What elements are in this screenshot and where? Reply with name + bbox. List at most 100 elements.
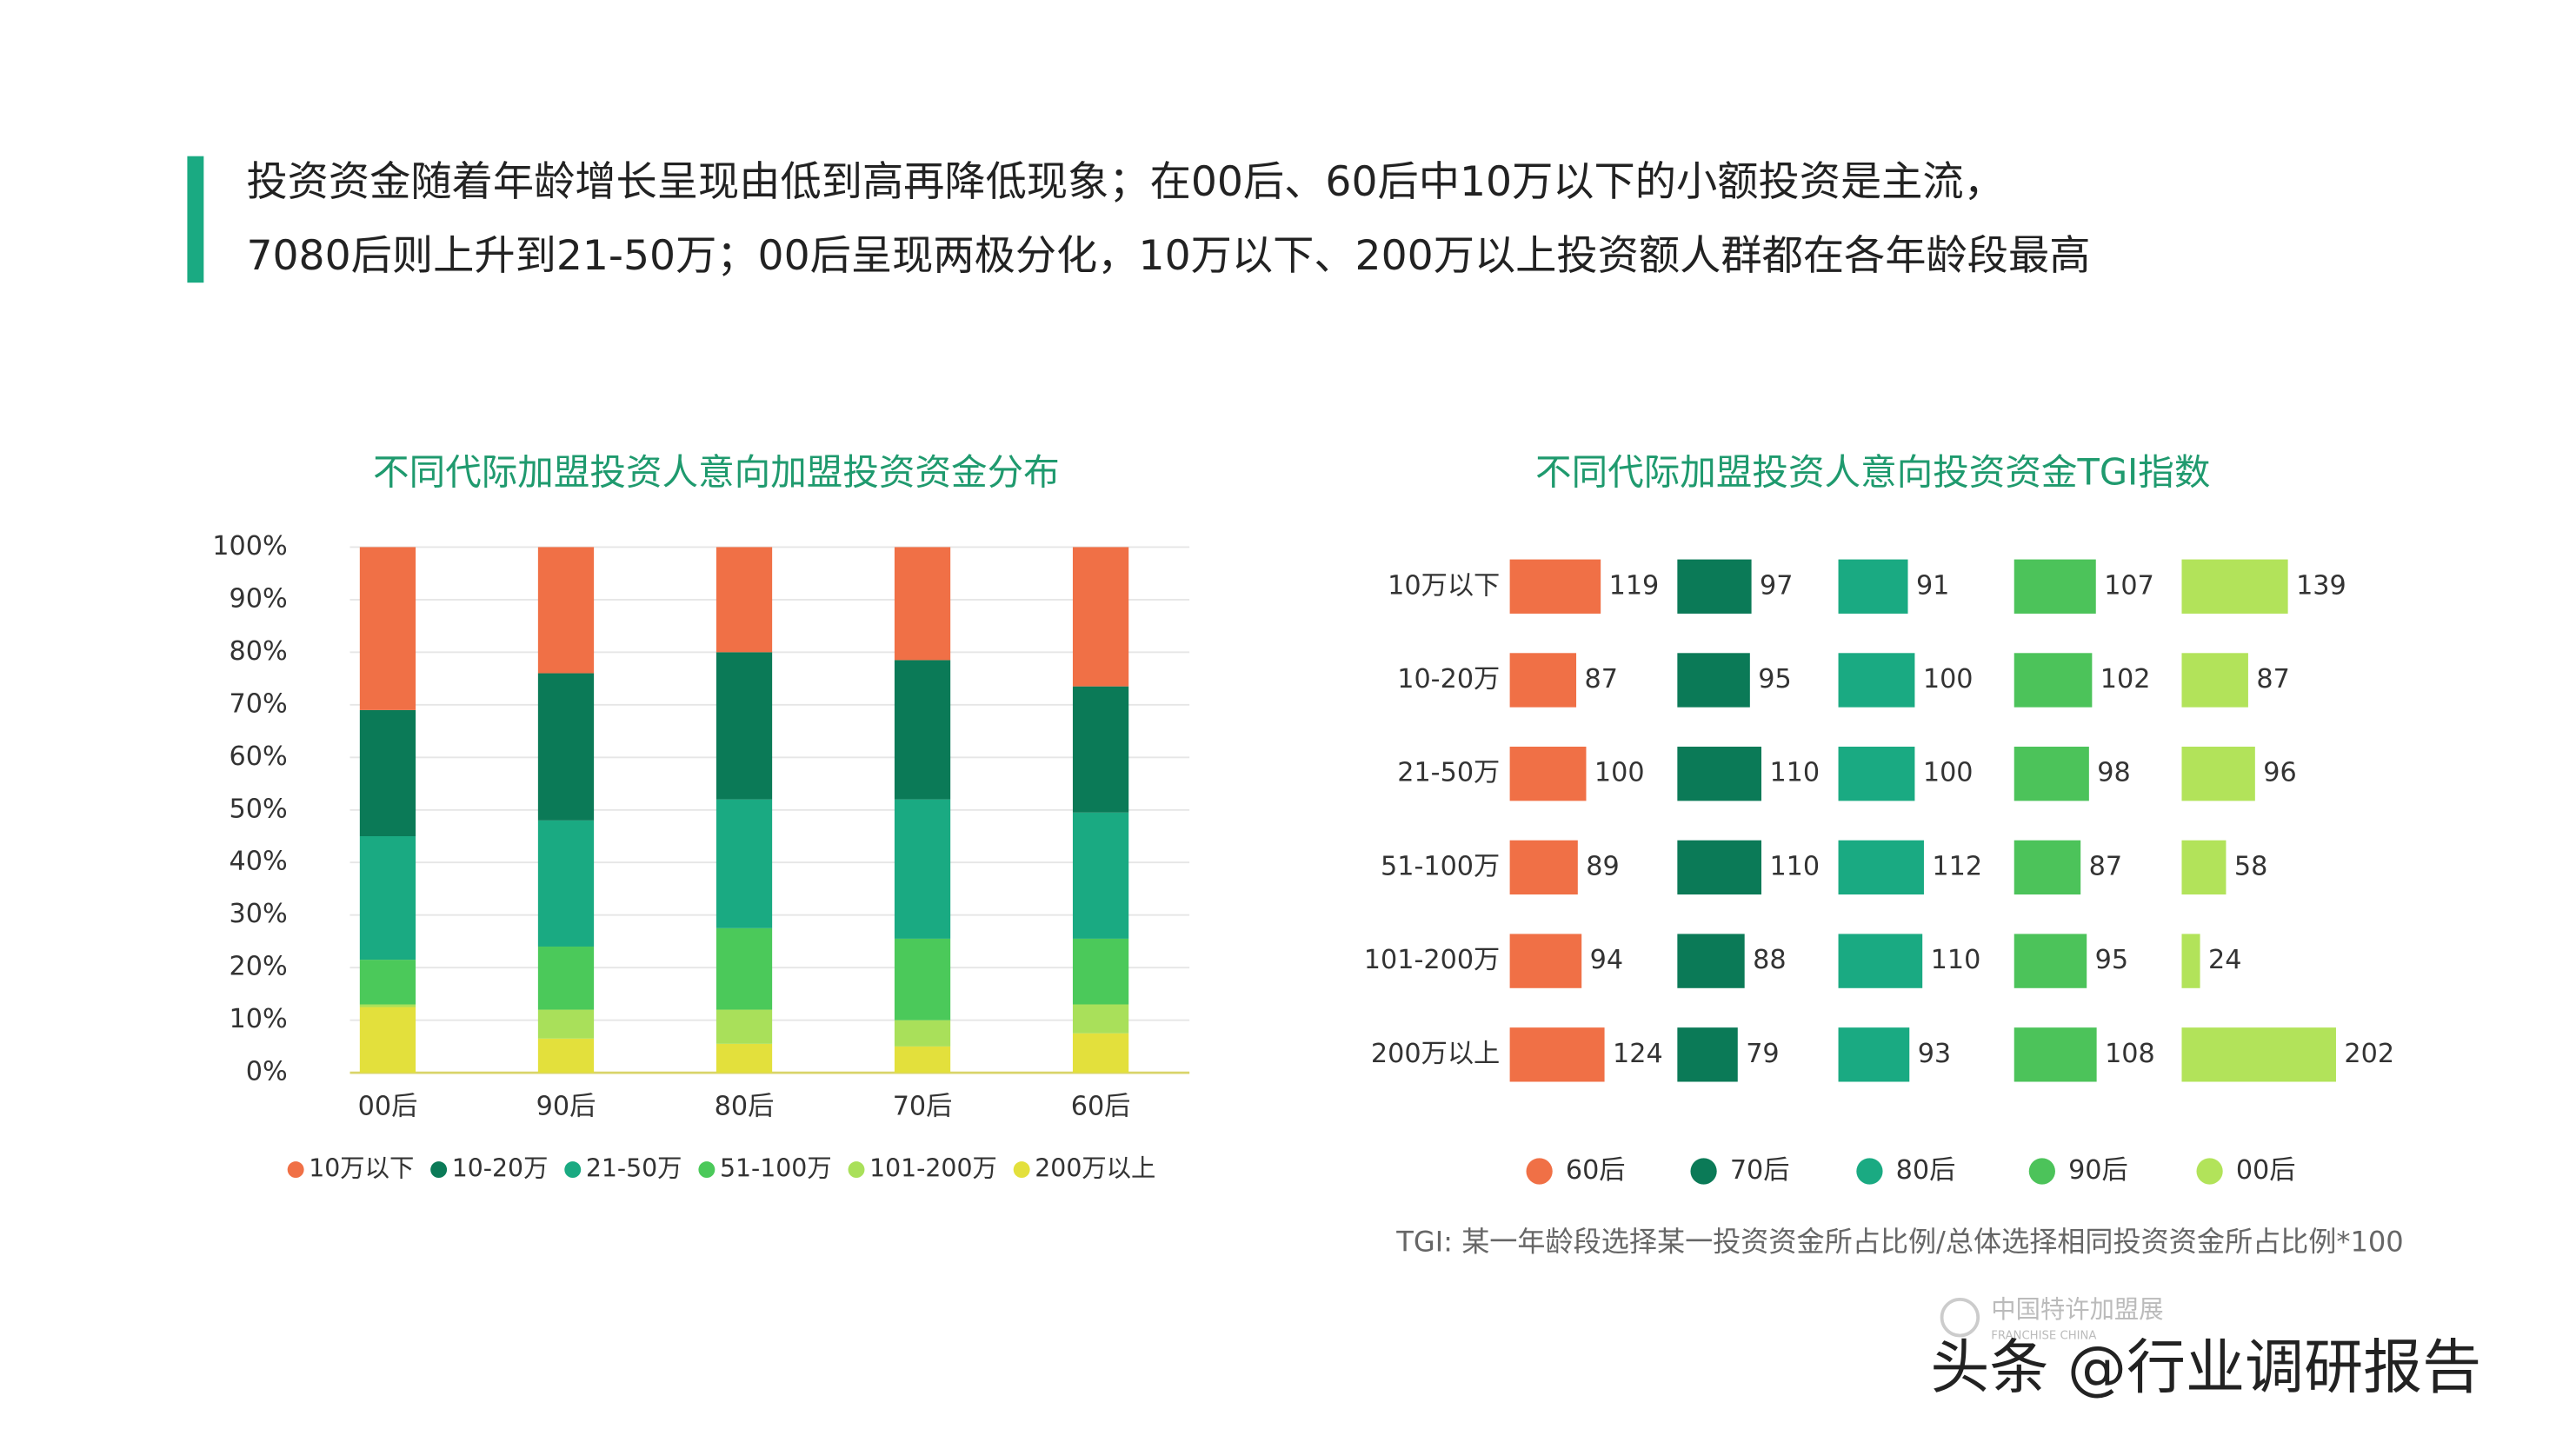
- value-label: 100: [1594, 758, 1645, 788]
- bar-segment: [1072, 686, 1129, 813]
- bar-segment: [716, 652, 773, 800]
- bar-segment: [1072, 812, 1129, 939]
- value-label: 112: [1932, 851, 1982, 881]
- x-tick-label: 00后: [358, 1091, 418, 1121]
- bar: [1838, 840, 1924, 895]
- value-label: 96: [2263, 758, 2296, 788]
- y-tick-label: 51-100万: [1381, 851, 1500, 881]
- value-label: 79: [1746, 1039, 1779, 1069]
- bar-segment: [894, 1046, 951, 1073]
- legend-label: 200万以上: [1035, 1154, 1155, 1183]
- bar-segment: [716, 547, 773, 653]
- bar: [2181, 747, 2255, 801]
- y-tick-label: 90%: [230, 583, 288, 614]
- value-label: 87: [1585, 664, 1618, 695]
- bar: [2014, 1027, 2097, 1082]
- bar: [1509, 934, 1582, 988]
- legend-label: 10-20万: [452, 1154, 549, 1183]
- value-label: 87: [2089, 851, 2122, 881]
- y-tick-label: 40%: [230, 847, 288, 877]
- y-tick-label: 0%: [246, 1057, 288, 1087]
- bar: [2181, 559, 2288, 614]
- y-tick-label: 200万以上: [1371, 1039, 1500, 1069]
- value-label: 100: [1923, 664, 1974, 695]
- bar: [2181, 934, 2200, 988]
- legend-label: 51-100万: [720, 1154, 832, 1183]
- bar: [1838, 559, 1908, 614]
- bar-segment: [716, 927, 773, 1010]
- y-tick-label: 21-50万: [1397, 758, 1500, 788]
- bar-segment: [894, 1020, 951, 1047]
- value-label: 124: [1613, 1039, 1663, 1069]
- legend-label: 21-50万: [586, 1154, 682, 1183]
- bar-segment: [537, 547, 595, 674]
- bar: [2181, 1027, 2336, 1082]
- value-label: 139: [2296, 570, 2346, 601]
- bar-segment: [359, 709, 416, 836]
- bar: [1677, 747, 1762, 801]
- y-tick-label: 50%: [230, 794, 288, 824]
- value-label: 110: [1931, 945, 1981, 975]
- legend-label: 90后: [2068, 1155, 2128, 1186]
- header-line: 7080后则上升到21-50万；00后呈现两极分化，10万以下、200万以上投资…: [246, 232, 2090, 280]
- legend-swatch: [848, 1161, 865, 1179]
- legend-label: 00后: [2236, 1155, 2296, 1186]
- watermark-logo: [1940, 1297, 1980, 1338]
- value-label: 87: [2256, 664, 2289, 695]
- bar-segment: [1072, 1033, 1129, 1073]
- x-tick-label: 70后: [893, 1091, 953, 1121]
- bar-segment: [359, 547, 416, 710]
- value-label: 110: [1769, 851, 1820, 881]
- bar-segment: [359, 960, 416, 1005]
- legend-swatch: [2196, 1158, 2223, 1185]
- bar: [1509, 747, 1587, 801]
- bar: [1509, 653, 1577, 708]
- bar: [1509, 559, 1601, 614]
- bar-segment: [894, 660, 951, 800]
- bar: [1677, 1027, 1738, 1082]
- watermark-brand-en: FRANCHISE CHINA: [1991, 1329, 2096, 1342]
- bar: [1509, 840, 1578, 895]
- bar-segment: [894, 799, 951, 939]
- value-label: 97: [1760, 570, 1793, 601]
- value-label: 107: [2104, 570, 2154, 601]
- value-label: 95: [2095, 945, 2128, 975]
- value-label: 93: [1918, 1039, 1951, 1069]
- value-label: 100: [1923, 758, 1974, 788]
- value-label: 89: [1586, 851, 1619, 881]
- y-tick-label: 30%: [230, 899, 288, 929]
- legend-swatch: [1526, 1158, 1553, 1185]
- bar-segment: [1072, 547, 1129, 687]
- legend-label: 70后: [1730, 1155, 1790, 1186]
- value-label: 95: [1758, 664, 1791, 695]
- bar-segment: [716, 799, 773, 928]
- bar: [1677, 840, 1762, 895]
- bar: [1677, 559, 1752, 614]
- y-tick-label: 10万以下: [1388, 570, 1500, 601]
- legend-swatch: [1013, 1161, 1030, 1179]
- value-label: 108: [2105, 1039, 2155, 1069]
- y-tick-label: 70%: [230, 688, 288, 719]
- bar-segment: [537, 1009, 595, 1039]
- bar-segment: [716, 1043, 773, 1073]
- value-label: 58: [2234, 851, 2267, 881]
- bar-segment: [537, 820, 595, 947]
- bar-segment: [537, 946, 595, 1010]
- bar: [2181, 653, 2248, 708]
- legend-swatch: [698, 1161, 716, 1179]
- legend-swatch: [1690, 1158, 1717, 1185]
- legend-swatch: [564, 1161, 582, 1179]
- x-tick-label: 60后: [1071, 1091, 1131, 1121]
- header-line: 投资资金随着年龄增长呈现由低到高再降低现象；在00后、60后中10万以下的小额投…: [246, 158, 2004, 206]
- value-label: 98: [2097, 758, 2130, 788]
- bar-segment: [537, 1038, 595, 1073]
- bar-segment: [359, 1004, 416, 1007]
- value-label: 102: [2100, 664, 2151, 695]
- chart-note: TGI: 某一年龄段选择某一投资资金所占比例/总体选择相同投资资金所占比例*10…: [1395, 1226, 2404, 1259]
- value-label: 94: [1590, 945, 1623, 975]
- bar-segment: [716, 1009, 773, 1044]
- bar: [1509, 1027, 1605, 1082]
- bar-segment: [894, 547, 951, 661]
- bar-segment: [894, 938, 951, 1020]
- bar: [1677, 653, 1750, 708]
